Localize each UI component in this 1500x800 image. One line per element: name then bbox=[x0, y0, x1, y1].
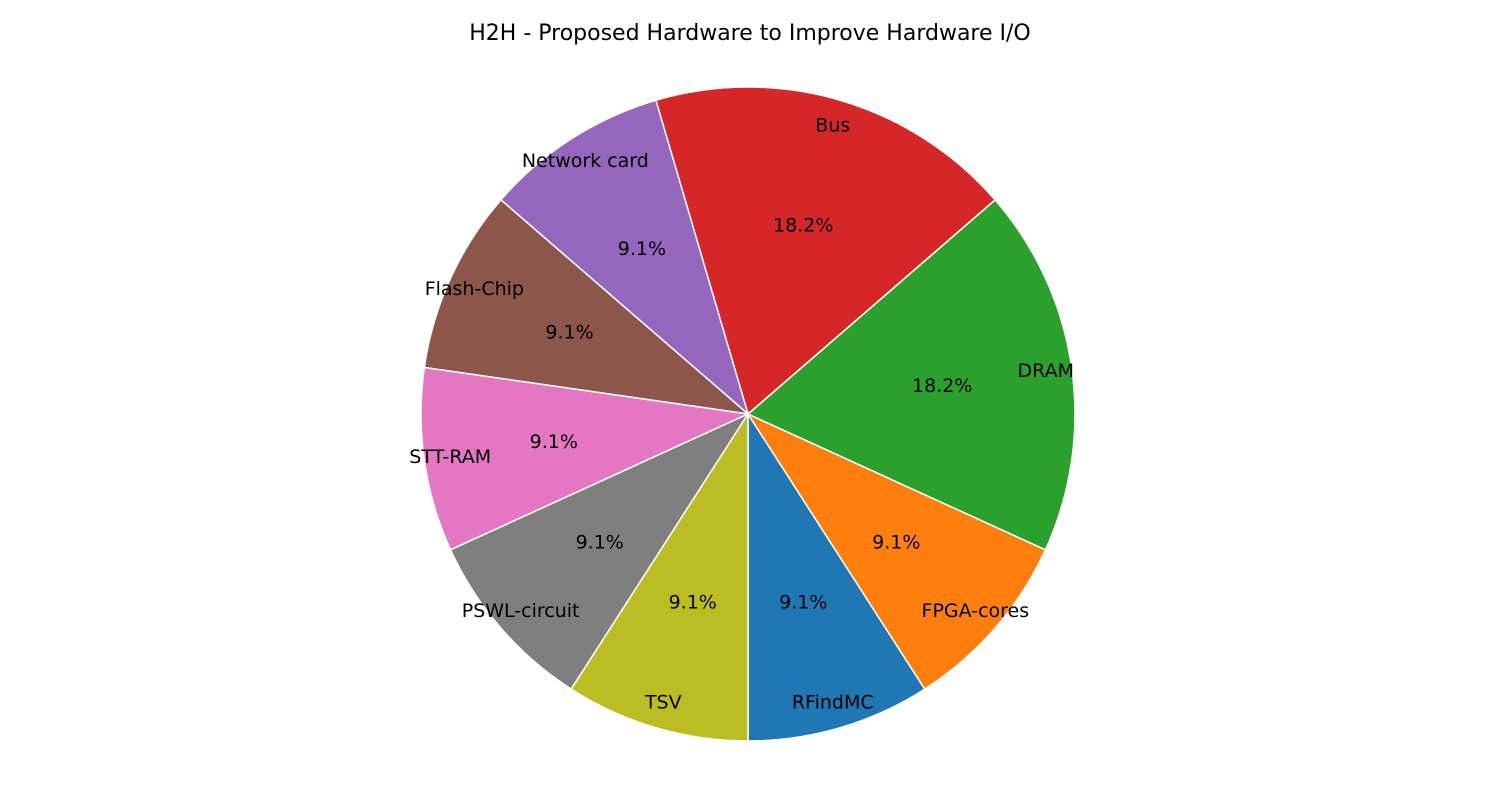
pie-slice-pswl-circuit bbox=[449, 413, 749, 690]
pct-label-rfindmc: 9.1% bbox=[779, 591, 827, 613]
pct-label-fpga-cores: 9.1% bbox=[872, 531, 920, 553]
pie-slice-tsv bbox=[570, 413, 749, 742]
chart-title: H2H - Proposed Hardware to Improve Hardw… bbox=[469, 21, 1030, 46]
slice-label-bus: Bus bbox=[815, 114, 850, 136]
slice-label-fpga-cores: FPGA-cores bbox=[922, 600, 1030, 622]
slices-group bbox=[420, 86, 1076, 742]
pie-slice-dram bbox=[747, 199, 1076, 551]
pct-label-network-card: 9.1% bbox=[618, 238, 666, 260]
pie-slice-flash-chip bbox=[423, 199, 749, 415]
slice-label-network-card: Network card bbox=[522, 150, 649, 172]
labels-group: RFindMC 9.1% FPGA-cores 9.1% DRAM 18.2% Bus 18.… bbox=[409, 114, 1074, 713]
slice-label-pswl-circuit: PSWL-circuit bbox=[462, 600, 580, 622]
pct-label-dram: 18.2% bbox=[912, 375, 972, 397]
pct-label-pswl-circuit: 9.1% bbox=[576, 531, 624, 553]
pct-label-bus: 18.2% bbox=[773, 215, 833, 237]
pie-slice-network-card bbox=[500, 99, 749, 415]
pie-slice-stt-ram bbox=[420, 366, 749, 551]
pie-slice-rfindmc bbox=[747, 413, 926, 742]
slice-label-dram: DRAM bbox=[1018, 360, 1074, 382]
slice-label-tsv: TSV bbox=[644, 692, 682, 714]
pct-label-flash-chip: 9.1% bbox=[545, 321, 593, 343]
slice-label-rfindmc: RFindMC bbox=[792, 692, 874, 714]
slice-label-flash-chip: Flash-Chip bbox=[425, 278, 524, 300]
pie-slice-fpga-cores bbox=[747, 413, 1047, 690]
pie-slice-bus bbox=[655, 86, 996, 415]
slice-label-stt-ram: STT-RAM bbox=[409, 446, 491, 468]
pct-label-tsv: 9.1% bbox=[669, 591, 717, 613]
pct-label-stt-ram: 9.1% bbox=[530, 431, 578, 453]
